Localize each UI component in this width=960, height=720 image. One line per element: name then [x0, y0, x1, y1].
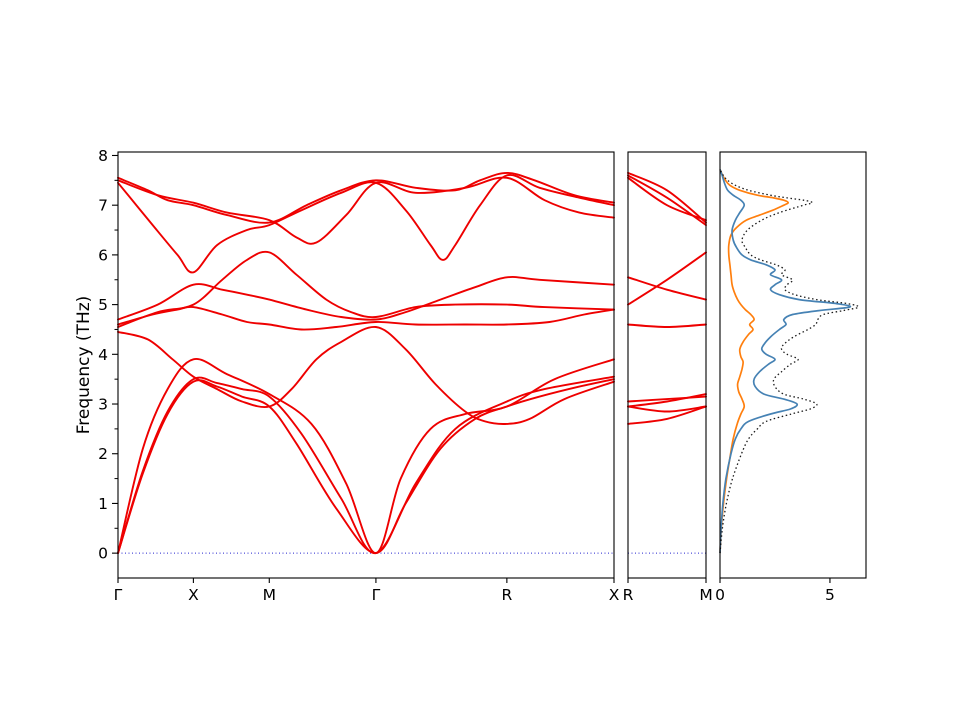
y-tick-label: 4 — [98, 346, 108, 364]
x-tick-label: Γ — [372, 586, 381, 604]
phonon-band-line — [627, 171, 707, 224]
axes-spine — [627, 151, 707, 579]
x-tick-label: M — [699, 586, 712, 604]
dos-total-dotted-curve — [719, 169, 860, 554]
y-tick-label: 8 — [98, 147, 108, 165]
phonon-band-line — [117, 378, 615, 555]
phonon-band-line — [627, 251, 707, 306]
phonon-band-line — [117, 375, 615, 555]
phonon-band-line — [627, 405, 707, 413]
x-tick-label: 5 — [825, 586, 835, 604]
phonon-band-line — [117, 326, 615, 425]
y-tick-label: 2 — [98, 445, 108, 463]
phonon-band-line — [627, 395, 707, 403]
x-tick-label: X — [609, 586, 620, 604]
x-tick-label: X — [188, 586, 199, 604]
y-axis-label: Frequency (THz) — [74, 295, 94, 435]
phonon-band-line — [627, 405, 707, 425]
phonon-band-line — [117, 358, 615, 555]
y-tick-label: 6 — [98, 246, 108, 264]
phonon-band-line — [117, 171, 615, 224]
y-tick-label: 3 — [98, 396, 108, 414]
axes-spine — [719, 151, 867, 579]
x-tick-label: R — [501, 586, 512, 604]
phonon-band-line — [627, 393, 707, 408]
phonon-band-line — [117, 176, 615, 245]
phonon-band-line — [627, 174, 707, 227]
y-tick-label: 1 — [98, 495, 108, 513]
phonon-band-line — [627, 323, 707, 328]
y-tick-label: 7 — [98, 197, 108, 215]
dos-partial-blue-curve — [719, 169, 852, 554]
phonon-band-line — [627, 176, 707, 222]
phonon-band-line — [117, 305, 615, 331]
phonon-band-line — [117, 276, 615, 321]
axes-spine — [117, 151, 615, 579]
dos-partial-orange-curve — [719, 169, 790, 554]
x-tick-label: 0 — [715, 586, 725, 604]
x-tick-label: Γ — [114, 586, 123, 604]
phonon-band-line — [117, 250, 615, 328]
x-tick-label: M — [263, 586, 276, 604]
y-tick-label: 5 — [98, 296, 108, 314]
x-tick-label: R — [623, 586, 634, 604]
phonon-band-line — [627, 276, 707, 301]
y-tick-label: 0 — [98, 545, 108, 563]
